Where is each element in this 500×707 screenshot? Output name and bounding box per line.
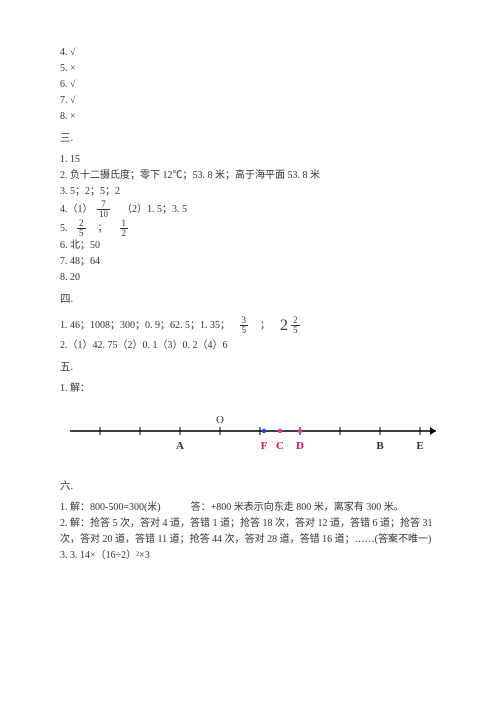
pre-item-5: 5. × [60, 61, 440, 77]
pre-item-7: 7. √ [60, 93, 440, 109]
s3-l1: 1. 15 [60, 152, 440, 168]
mixed-whole: 2 [280, 317, 288, 334]
s6-l1: 1. 解：800-500=300(米) 答：+800 米表示向东走 800 米，… [60, 500, 440, 516]
section-3-head: 三. [60, 131, 440, 148]
pre-item-6: 6. √ [60, 77, 440, 93]
s3-l5: 5. 2 5 ； 1 2 [60, 219, 440, 238]
s3-l3: 3. 5；2；5；2 [60, 184, 440, 200]
pre-item-4: 4. √ [60, 45, 440, 61]
svg-text:F: F [261, 440, 268, 452]
frac-den: 2 [120, 229, 129, 238]
number-line: O A FCD B E [60, 401, 440, 471]
svg-text:C: C [276, 440, 284, 452]
svg-text:A: A [176, 440, 184, 452]
s3-l6: 6. 北；50 [60, 238, 440, 254]
s3-l5-sep: ； [98, 223, 108, 234]
mixed-frac: 2 5 [291, 316, 300, 335]
s4-l1-frac: 3 5 [240, 316, 249, 335]
section-6-head: 六. [60, 479, 440, 496]
s4-l1-mixed: 2 2 5 [280, 313, 302, 339]
pre-item-8: 8. × [60, 109, 440, 125]
s5-l1: 1. 解： [60, 381, 440, 397]
svg-text:D: D [296, 440, 304, 452]
s4-l1a: 1. 46；1008；300；0. 9；62. 5；1. 35； [60, 320, 230, 331]
s3-l4a: 4.（1） [60, 204, 93, 215]
s4-l2: 2.（1）42. 75（2）0. 1（3）0. 2（4）6 [60, 338, 440, 354]
section-5-head: 五. [60, 360, 440, 377]
s3-l5a: 5. [60, 223, 68, 234]
s3-l7: 7. 48；64 [60, 254, 440, 270]
frac-den: 5 [240, 326, 249, 335]
s3-l4: 4.（1） 7 10 （2）1. 5；3. 5 [60, 200, 440, 219]
svg-text:O: O [216, 414, 224, 426]
s3-l5-frac2: 1 2 [120, 219, 129, 238]
s6-l2: 2. 解：抢答 5 次，答对 4 道，答错 1 道；抢答 18 次，答对 12 … [60, 516, 440, 548]
frac-den: 5 [77, 229, 86, 238]
s4-l1-sep: ； [260, 320, 270, 331]
frac-den: 5 [291, 326, 300, 335]
svg-text:B: B [376, 440, 384, 452]
s3-l5-frac1: 2 5 [77, 219, 86, 238]
s4-l1: 1. 46；1008；300；0. 9；62. 5；1. 35； 3 5 ； 2… [60, 313, 440, 339]
page: 4. √ 5. × 6. √ 7. √ 8. × 三. 1. 15 2. 负十二… [0, 0, 500, 707]
frac-den: 10 [97, 210, 110, 219]
svg-text:E: E [416, 440, 423, 452]
s6-l3: 3. 3. 14×（16÷2）²×3 [60, 548, 440, 564]
s3-l4-frac: 7 10 [97, 200, 110, 219]
s3-l8: 8. 20 [60, 270, 440, 286]
section-4-head: 四. [60, 292, 440, 309]
s3-l4b: （2）1. 5；3. 5 [122, 204, 187, 215]
s3-l2: 2. 负十二摄氏度；零下 12℃；53. 8 米；高于海平面 53. 8 米 [60, 168, 440, 184]
